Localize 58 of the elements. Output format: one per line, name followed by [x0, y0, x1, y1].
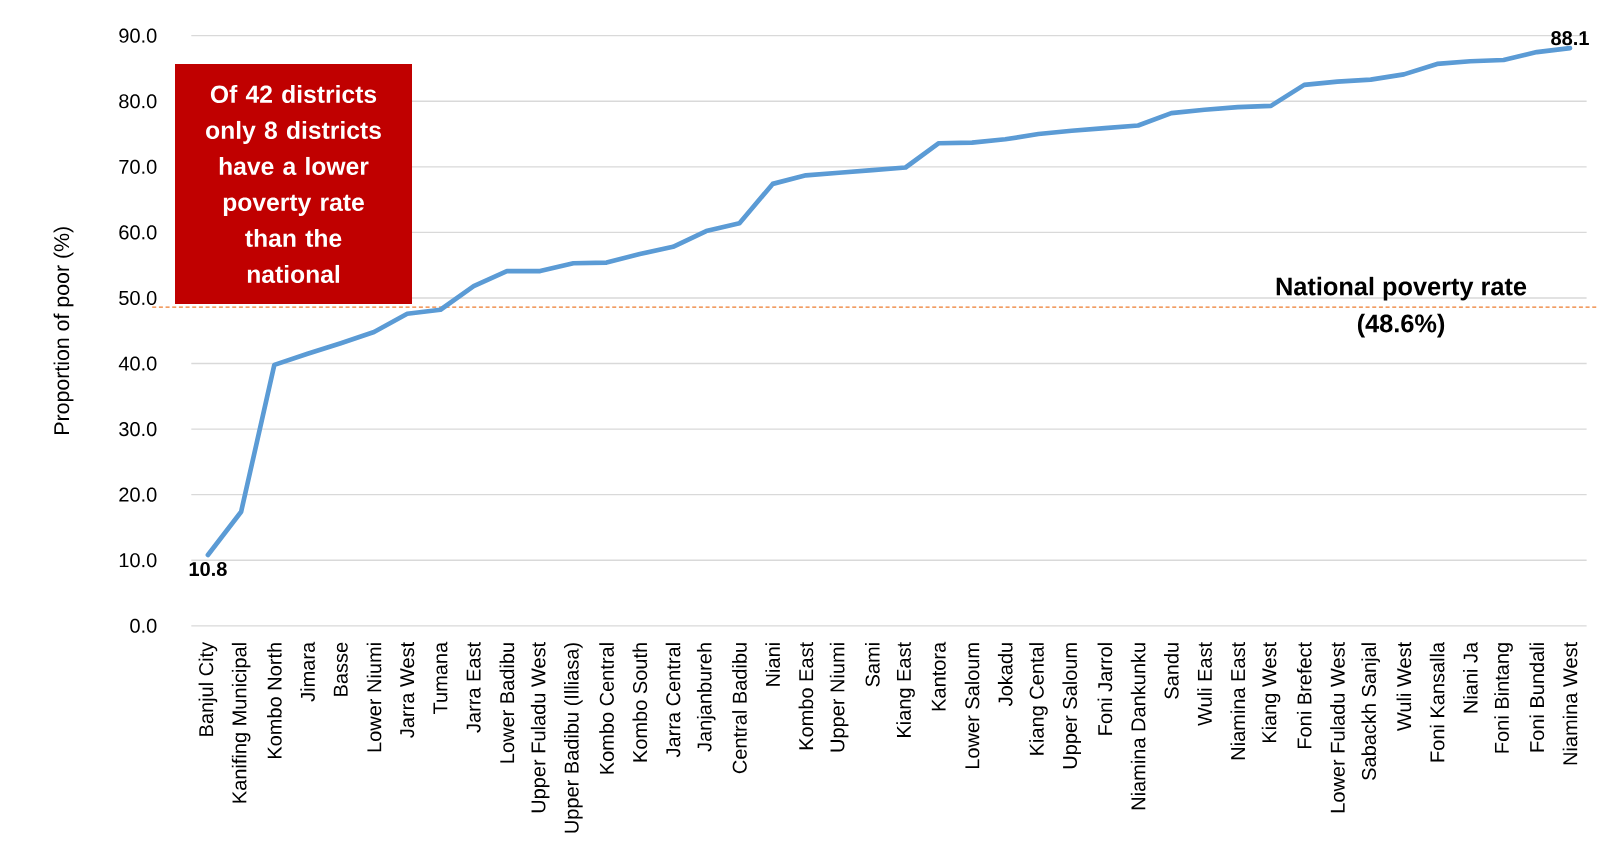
y-tick-label: 60.0	[119, 225, 157, 240]
x-tick-label: Kombo North	[267, 643, 282, 759]
x-tick-label: Niamina West	[1562, 642, 1578, 765]
x-tick-label: Niani Ja	[1463, 641, 1478, 713]
y-tick-label: 50.0	[119, 290, 157, 306]
y-tick-label: 40.0	[118, 356, 157, 371]
x-tick-label: Basse	[333, 642, 348, 696]
y-tick-label: 30.0	[119, 422, 157, 437]
y-tick-label: 70.0	[119, 159, 157, 174]
x-tick-label: Upper Niumi	[829, 643, 849, 752]
x-tick-label: Kiang East	[896, 642, 915, 737]
x-tick-label: Kantora	[931, 641, 946, 711]
x-tick-label: Lower Niumi	[366, 643, 382, 752]
x-tick-label: Kombo South	[632, 643, 648, 762]
x-tick-label: Sami	[865, 643, 880, 687]
x-tick-label: Janjanbureh	[696, 643, 716, 752]
x-tick-label: Jarra West	[400, 641, 415, 738]
x-tick-label: Upper Saloum	[1062, 643, 1081, 769]
x-tick-label: Tumana	[433, 641, 448, 715]
data-label: 10.8	[189, 561, 227, 577]
x-tick-label: Sandu	[1164, 643, 1179, 699]
x-tick-label: Jarra East	[466, 642, 481, 733]
y-tick-label: 20.0	[119, 487, 157, 502]
y-tick-label: 10.0	[119, 553, 157, 568]
x-tick-label: Central Badibu	[732, 643, 747, 774]
y-axis-title: Proportion of poor (%)	[53, 227, 74, 434]
ref-line-label: National poverty rate (48.6%)	[1276, 276, 1527, 338]
x-tick-label: Foni Bintang	[1494, 643, 1513, 753]
y-tick-label: 80.0	[119, 94, 157, 109]
x-tick-label: Upper Fuladu West	[530, 642, 550, 813]
x-tick-label: Niamina Dankunku	[1130, 643, 1146, 810]
x-tick-label: Niani	[765, 643, 781, 686]
x-tick-label: Kanifing Municipal	[231, 643, 251, 803]
x-tick-label: Wuli East	[1197, 642, 1212, 726]
x-tick-label: Lower Fuladu West	[1330, 642, 1345, 813]
x-tick-label: Lower Saloum	[964, 643, 980, 769]
x-tick-label: Niamina East	[1230, 642, 1246, 760]
x-tick-label: Kombo East	[798, 642, 814, 750]
x-tick-label: Foni Bundali	[1529, 643, 1545, 752]
x-tick-label: Kombo Central	[599, 643, 614, 774]
y-tick-label: 0.0	[130, 618, 157, 633]
x-tick-label: Kiang Cental	[1029, 643, 1048, 755]
x-tick-label: Jokadu	[997, 643, 1013, 707]
x-tick-label: Foni Brefect	[1296, 642, 1312, 749]
x-tick-label: Jimara	[300, 641, 315, 702]
x-tick-label: Foni Jarrol	[1097, 643, 1113, 735]
x-tick-label: Sabackh Sanjal	[1361, 643, 1380, 780]
x-tick-label: Lower Badibu	[499, 643, 515, 763]
x-tick-label: Foni Kansalla	[1429, 641, 1445, 762]
y-tick-label: 90.0	[119, 28, 157, 43]
x-tick-label: Jarra Central	[665, 643, 681, 758]
annotation: Of 42 districts only 8 districts have a lower poverty rate than the national	[206, 84, 381, 284]
x-tick-label: Banjul City	[198, 641, 218, 736]
x-tick-label: Kiang West	[1261, 642, 1281, 743]
x-tick-label: Upper Badibu (Illiasa)	[564, 643, 583, 833]
x-tick-label: Wuli West	[1396, 641, 1412, 732]
line-series	[205, 45, 1573, 558]
data-label: 88.1	[1551, 31, 1589, 46]
